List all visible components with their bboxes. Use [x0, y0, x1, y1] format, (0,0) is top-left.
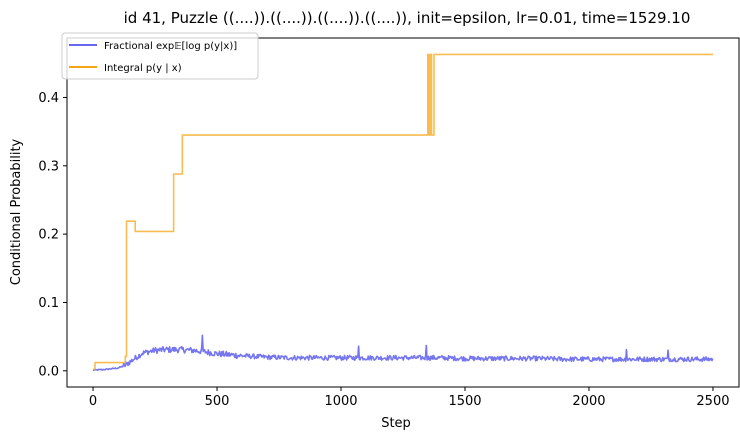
plot-background: [67, 38, 739, 387]
x-axis: 0 500 1000 1500 2000 2500: [89, 387, 730, 409]
y-axis-label: Conditional Probability: [9, 138, 24, 285]
series-layer: [92, 53, 714, 372]
legend-label-fractional: Fractional exp𝔼[log p(y|x)]: [104, 41, 237, 52]
x-tick-label: 2500: [696, 394, 729, 409]
x-tick-label: 500: [205, 394, 230, 409]
plot-frame: [66, 37, 740, 388]
legend: Fractional exp𝔼[log p(y|x)] Integral p(y…: [61, 32, 259, 80]
y-tick-label: 0.0: [38, 364, 59, 379]
series-line-fractional: [92, 334, 714, 372]
y-axis: 0.0 0.1 0.2 0.3 0.4: [38, 91, 67, 379]
x-axis-label: Step: [381, 416, 411, 431]
x-tick-label: 0: [89, 394, 97, 409]
y-tick-label: 0.3: [38, 159, 59, 174]
x-tick-label: 2000: [572, 394, 605, 409]
x-tick-label: 1000: [324, 394, 357, 409]
legend-label-integral: Integral p(y | x): [104, 63, 182, 74]
series-line-integral: [93, 53, 713, 371]
y-tick-label: 0.1: [38, 296, 59, 311]
y-tick-label: 0.4: [38, 91, 59, 106]
y-tick-label: 0.2: [38, 228, 59, 243]
x-tick-label: 1500: [448, 394, 481, 409]
plot-area: [66, 37, 740, 388]
chart-title: id 41, Puzzle ((....)).((....)).((....))…: [124, 9, 691, 27]
legend-box: [61, 32, 259, 80]
